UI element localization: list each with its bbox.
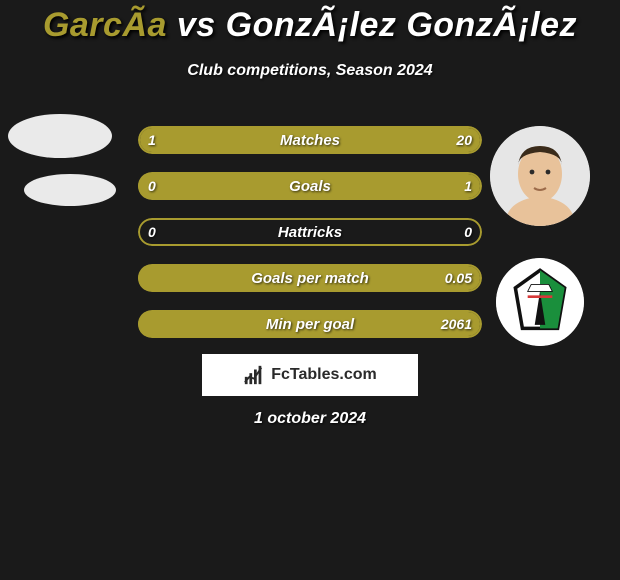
player1-name: GarcÃ­a	[43, 6, 167, 44]
stat-value-right: 0.05	[435, 264, 482, 292]
chart-icon	[243, 364, 265, 386]
credit-text: FcTables.com	[271, 366, 377, 384]
stat-label: Goals	[138, 172, 482, 200]
stat-row: Hattricks0 0	[138, 218, 482, 246]
player2-name: GonzÃ¡lez GonzÃ¡lez	[226, 6, 577, 44]
stats-bars: Matches120Goals01Hattricks00Goals per ma…	[138, 126, 482, 356]
stat-label: Hattricks	[138, 218, 482, 246]
stat-value-right: 0	[454, 218, 482, 246]
stat-value-left: 0	[138, 172, 166, 200]
stat-row: Goals0 1	[138, 172, 482, 200]
vs-text: vs	[177, 6, 216, 44]
page-title: GarcÃ­a vs GonzÃ¡lez GonzÃ¡lez	[0, 6, 620, 45]
player1-avatar	[8, 114, 112, 158]
player2-avatar	[490, 126, 590, 226]
player1-team-badge	[24, 174, 116, 206]
stat-value-left: 0	[138, 218, 166, 246]
date-text: 1 october 2024	[0, 410, 620, 428]
stat-label: Goals per match	[138, 264, 482, 292]
stat-value-right: 20	[446, 126, 482, 154]
comparison-card: GarcÃ­a vs GonzÃ¡lez GonzÃ¡lez Club comp…	[0, 0, 620, 580]
stat-value-left: 1	[138, 126, 166, 154]
stat-row: Goals per match0.05	[138, 264, 482, 292]
credit-badge: FcTables.com	[202, 354, 418, 396]
player-face-icon	[490, 126, 590, 226]
stat-row: Min per goal2061	[138, 310, 482, 338]
player2-team-badge	[496, 258, 584, 346]
subtitle: Club competitions, Season 2024	[0, 62, 620, 80]
stat-row: Matches1 20	[138, 126, 482, 154]
team-crest-icon	[496, 258, 584, 346]
stat-value-right: 1	[454, 172, 482, 200]
stat-value-right: 2061	[431, 310, 482, 338]
stat-label: Matches	[138, 126, 482, 154]
